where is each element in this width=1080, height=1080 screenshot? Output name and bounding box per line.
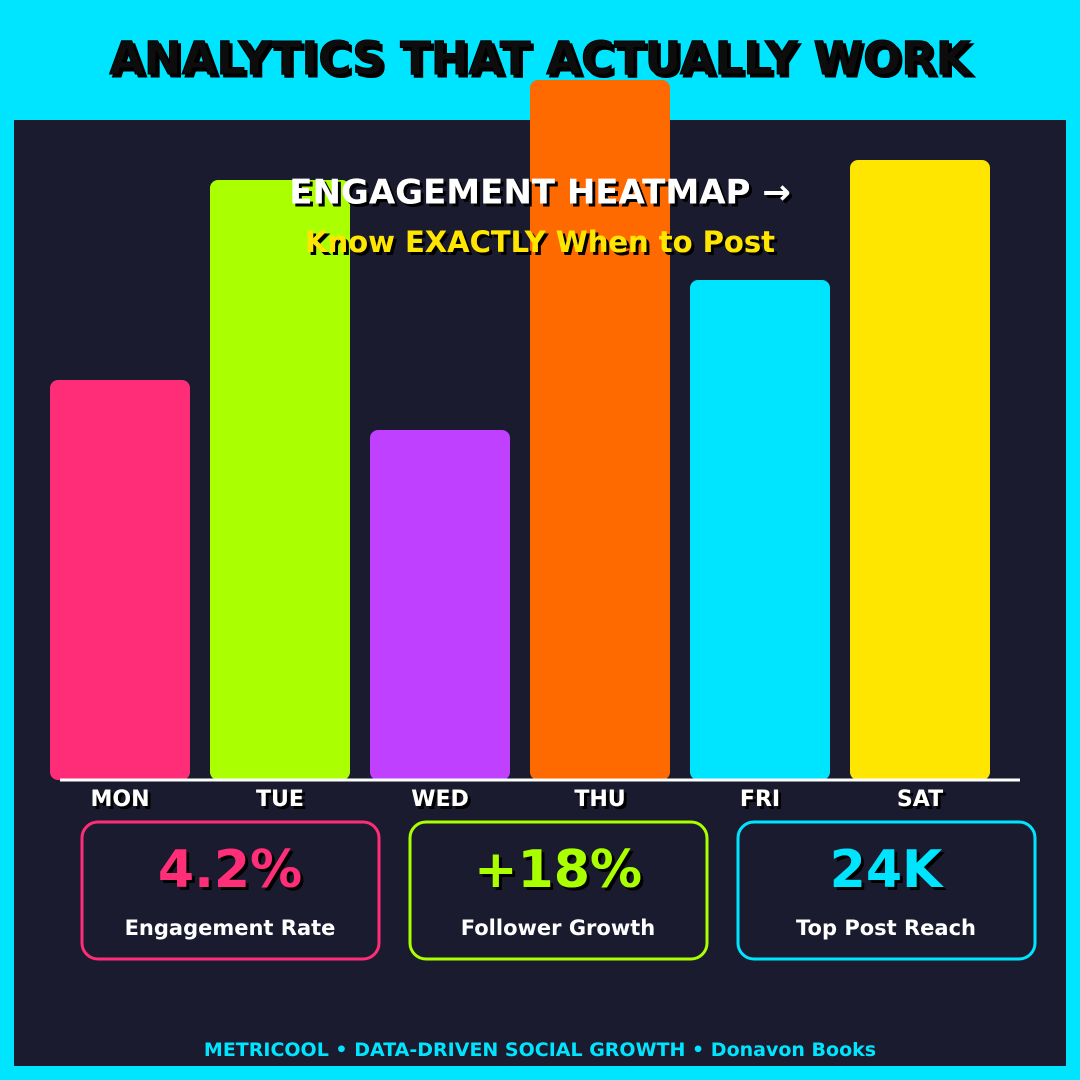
stat-label: Engagement Rate: [125, 916, 336, 940]
header-title: ANALYTICS THAT ACTUALLY WORK: [109, 32, 973, 85]
bar: [210, 180, 350, 780]
bar: [370, 430, 510, 780]
separator: •: [685, 1039, 710, 1061]
footer-item: METRICOOL: [204, 1039, 329, 1061]
stat-cards: 4.2% Engagement Rate +18% Follower Growth 24…: [80, 820, 1037, 961]
separator: •: [329, 1039, 354, 1061]
stat-card: [80, 820, 381, 961]
stat-value: 4.2%: [158, 840, 302, 900]
x-tick-label: MON: [90, 787, 149, 812]
stat-card: [408, 820, 709, 961]
footer-item: Donavon Books: [711, 1039, 876, 1061]
stat-label: Top Post Reach: [796, 916, 976, 940]
bar: [850, 160, 990, 780]
bars: [50, 80, 990, 780]
bar: [530, 80, 670, 780]
footer: METRICOOL • DATA-DRIVEN SOCIAL GROWTH • …: [204, 1039, 876, 1061]
bar: [690, 280, 830, 780]
x-tick-label: SAT: [897, 787, 943, 812]
chart-subtitle: Know EXACTLY When to Post: [305, 225, 775, 259]
x-tick-label: THU: [574, 787, 625, 812]
stat-card: [736, 820, 1037, 961]
x-tick-label: TUE: [256, 787, 304, 812]
footer-item: DATA-DRIVEN SOCIAL GROWTH: [354, 1039, 685, 1061]
x-tick-label: WED: [411, 787, 469, 812]
bar: [50, 380, 190, 780]
stat-value: 24K: [830, 840, 944, 900]
stat-label: Follower Growth: [461, 916, 655, 940]
x-tick-label: FRI: [740, 787, 780, 812]
chart-title: ENGAGEMENT HEATMAP →: [289, 173, 791, 213]
stat-value: +18%: [474, 840, 642, 900]
